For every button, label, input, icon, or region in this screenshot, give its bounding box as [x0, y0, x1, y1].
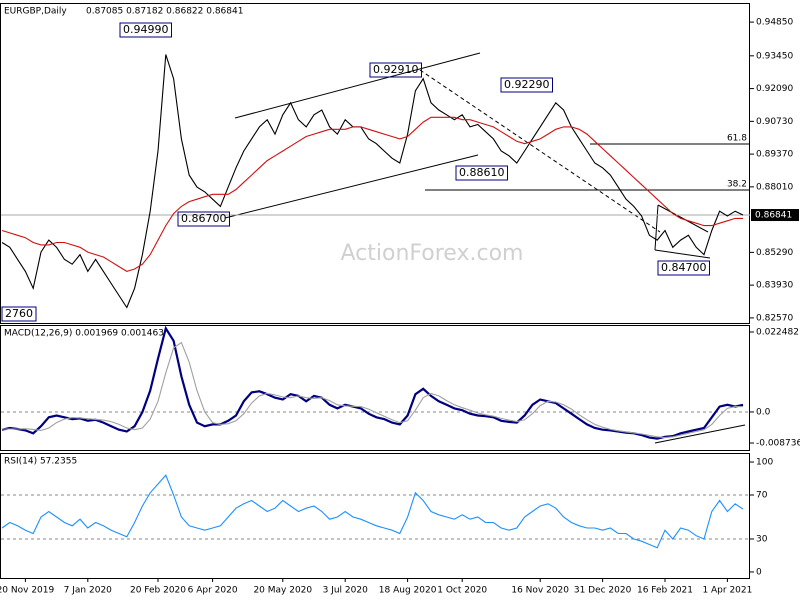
panel-title: MACD(12,26,9) 0.001969 0.001463	[4, 329, 164, 339]
annotation: 0.92290	[504, 78, 550, 91]
last-price-label: 0.86841	[755, 211, 792, 221]
rsi-panel	[0, 453, 750, 579]
annotation-box	[657, 260, 710, 276]
annotation: 0.86700	[181, 212, 227, 225]
last-price-box	[751, 209, 799, 222]
x-tick-label: 31 Dec 2020	[574, 586, 632, 596]
annotation: 0.92910	[373, 63, 419, 76]
y-tick-label: 0.022482	[756, 328, 799, 338]
x-tick-label: 20 Feb 2020	[130, 586, 186, 596]
x-tick-label: 1 Oct 2020	[437, 586, 487, 596]
series-line	[1, 474, 744, 549]
macd-panel	[0, 325, 750, 451]
y-tick-label: 0.85290	[756, 248, 793, 258]
annotation: 0.88610	[459, 166, 505, 179]
wedge-upper	[657, 204, 709, 233]
x-tick-label: 6 Apr 2020	[188, 586, 238, 596]
annotation-box	[455, 165, 508, 181]
panel-title: RSI(14) 57.2355	[4, 457, 77, 467]
wedge-lower	[654, 249, 711, 259]
annotation: 2760	[5, 307, 33, 320]
y-tick-label: 0.83930	[756, 281, 793, 291]
y-tick-label: 100	[756, 458, 773, 468]
fib-label: 38.2	[727, 179, 747, 189]
y-tick-label: 0.88010	[756, 182, 793, 192]
wedge-edge	[654, 204, 659, 251]
x-tick-label: 16 Feb 2021	[637, 586, 693, 596]
annotation-box	[500, 77, 553, 93]
series-line	[1, 325, 744, 440]
series-line	[1, 116, 743, 272]
macd-trend	[654, 424, 746, 444]
annotation: 0.84700	[661, 261, 707, 274]
series-line	[2, 341, 743, 439]
y-tick-label: 0	[756, 567, 762, 577]
annotation-box	[1, 306, 37, 322]
x-tick-label: 7 Jan 2020	[64, 586, 112, 596]
annotation-box	[119, 22, 172, 38]
watermark: ActionForex.com	[341, 241, 524, 266]
y-tick-label: 0.94850	[756, 18, 793, 28]
series-line	[1, 54, 744, 309]
trend-dashed	[419, 69, 661, 233]
frames	[0, 3, 750, 579]
x-tick-label: 20 May 2020	[253, 586, 312, 596]
x-tick-label: 16 Nov 2020	[511, 586, 569, 596]
y-tick-label: 0.82570	[756, 313, 793, 323]
panel-title: EURGBP,Daily	[4, 7, 67, 17]
y-tick-label: 30	[756, 534, 768, 544]
channel-upper	[234, 52, 481, 119]
x-tick-label: 18 Aug 2020	[379, 586, 437, 596]
panel-subtitle: 0.87085 0.87182 0.86822 0.86841	[86, 7, 243, 17]
annotation: 0.94990	[123, 23, 169, 36]
y-tick-label: -0.008736	[756, 439, 800, 449]
x-tick-label: 3 Jul 2020	[323, 586, 368, 596]
x-tick-label: 1 Apr 2021	[702, 586, 752, 596]
y-tick-label: 0.90730	[756, 117, 793, 127]
y-tick-label: 0.0	[756, 407, 771, 417]
y-tick-label: 0.89370	[756, 150, 793, 160]
x-tick-label: 20 Nov 2019	[0, 586, 54, 596]
annotation-box	[369, 62, 422, 78]
y-tick-label: 0.93450	[756, 51, 793, 61]
y-tick-label: 70	[756, 491, 768, 501]
y-tick-label: 0.92090	[756, 84, 793, 94]
annotation-box	[177, 211, 230, 227]
channel-lower	[224, 154, 479, 219]
price-panel	[0, 3, 750, 324]
fib-label: 61.8	[727, 133, 747, 143]
